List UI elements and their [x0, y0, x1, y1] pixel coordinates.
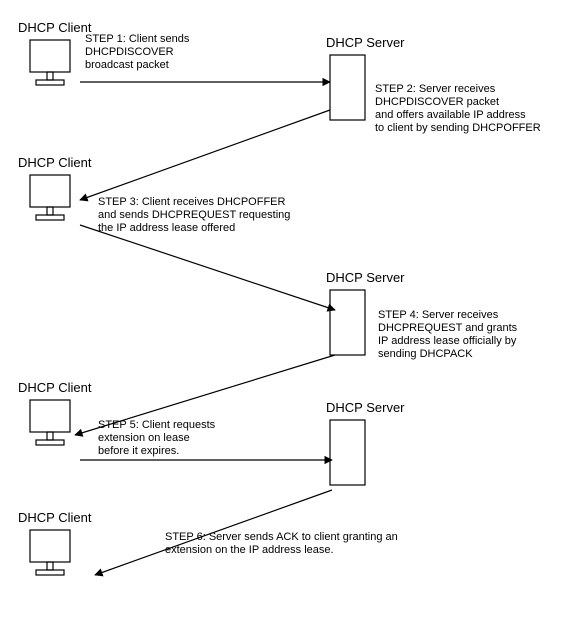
flow-arrow [80, 110, 330, 200]
node-label: DHCP Client [18, 20, 92, 35]
node-label: DHCP Client [18, 380, 92, 395]
node-label: DHCP Server [326, 270, 405, 285]
client-node: DHCP Client [18, 380, 92, 445]
node-label: DHCP Server [326, 400, 405, 415]
step-caption: STEP 6: Server sends ACK to client grant… [165, 531, 398, 556]
step-caption: STEP 1: Client sendsDHCPDISCOVERbroadcas… [85, 33, 190, 71]
flow-arrow [80, 225, 335, 310]
node-label: DHCP Server [326, 35, 405, 50]
client-node: DHCP Client [18, 510, 92, 575]
server-node: DHCP Server [326, 400, 405, 485]
node-label: DHCP Client [18, 155, 92, 170]
step-caption: STEP 5: Client requestsextension on leas… [98, 419, 216, 457]
node-label: DHCP Client [18, 510, 92, 525]
dhcp-flow-diagram: DHCP Client DHCP Server DHCP Client DHCP Se… [0, 0, 563, 628]
step-caption: STEP 3: Client receives DHCPOFFERand sen… [98, 196, 290, 234]
client-node: DHCP Client [18, 155, 92, 220]
step-caption: STEP 2: Server receivesDHCPDISCOVER pack… [375, 83, 541, 134]
client-node: DHCP Client [18, 20, 92, 85]
step-caption: STEP 4: Server receivesDHCPREQUEST and g… [378, 309, 518, 360]
